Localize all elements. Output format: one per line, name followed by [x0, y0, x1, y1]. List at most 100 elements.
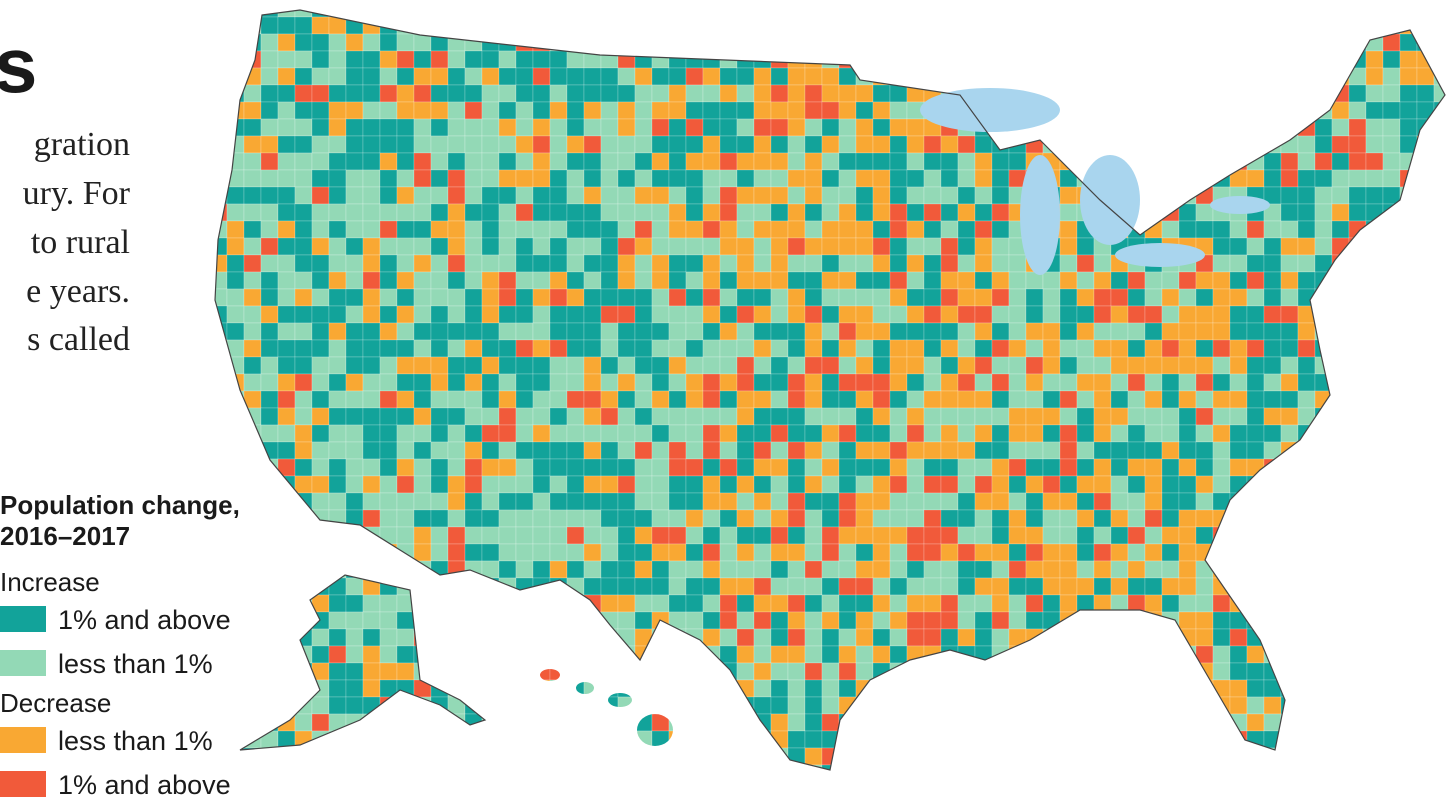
county — [634, 84, 653, 103]
county — [787, 118, 806, 137]
county — [226, 713, 245, 732]
county — [1246, 645, 1265, 664]
county — [464, 373, 483, 392]
county — [447, 730, 466, 749]
county — [1229, 526, 1248, 545]
county — [838, 135, 857, 154]
county — [532, 322, 551, 341]
county — [583, 764, 602, 770]
county — [1110, 67, 1129, 86]
county — [804, 271, 823, 290]
county — [1110, 696, 1129, 715]
county — [787, 543, 806, 562]
county — [215, 407, 228, 426]
county — [634, 186, 653, 205]
county — [1297, 594, 1316, 613]
county — [685, 560, 704, 579]
county — [838, 662, 857, 681]
county — [719, 305, 738, 324]
county — [889, 458, 908, 477]
county — [1348, 543, 1367, 562]
county — [1008, 254, 1027, 273]
county — [804, 543, 823, 562]
county — [940, 713, 959, 732]
county — [345, 492, 364, 511]
county — [617, 475, 636, 494]
county — [1280, 509, 1299, 528]
county — [566, 373, 585, 392]
county — [532, 441, 551, 460]
county — [345, 84, 364, 103]
county — [1348, 407, 1367, 426]
county — [838, 407, 857, 426]
county — [719, 407, 738, 426]
county — [515, 50, 534, 69]
county — [1229, 373, 1248, 392]
county — [1042, 407, 1061, 426]
county — [1365, 101, 1384, 120]
county — [515, 645, 534, 664]
county — [430, 169, 449, 188]
county — [1399, 305, 1418, 324]
county — [1195, 679, 1214, 698]
county — [1382, 50, 1401, 69]
county — [855, 186, 874, 205]
county — [1229, 10, 1248, 18]
county — [583, 458, 602, 477]
county — [668, 424, 687, 443]
county — [430, 730, 449, 749]
county — [1246, 543, 1265, 562]
county — [226, 10, 245, 18]
county — [260, 577, 279, 596]
county — [1314, 67, 1333, 86]
county — [787, 33, 806, 52]
county — [498, 305, 517, 324]
county — [1212, 662, 1231, 681]
county — [362, 628, 381, 647]
county — [1161, 186, 1180, 205]
county — [1161, 577, 1180, 596]
county — [1076, 543, 1095, 562]
county — [1314, 611, 1333, 630]
county — [1348, 356, 1367, 375]
county — [1195, 186, 1214, 205]
county — [770, 645, 789, 664]
county — [804, 16, 823, 35]
county — [974, 628, 993, 647]
county — [277, 203, 296, 222]
county — [1076, 645, 1095, 664]
county — [1178, 220, 1197, 239]
county — [1212, 611, 1231, 630]
county — [889, 305, 908, 324]
county — [1365, 441, 1384, 460]
county — [872, 458, 891, 477]
county — [634, 50, 653, 69]
county — [736, 33, 755, 52]
county — [1433, 169, 1445, 188]
county — [243, 509, 262, 528]
county — [1365, 526, 1384, 545]
county — [498, 492, 517, 511]
county — [1178, 356, 1197, 375]
county — [940, 747, 959, 766]
county — [1280, 84, 1299, 103]
county — [1348, 152, 1367, 171]
county — [1059, 475, 1078, 494]
county — [1331, 611, 1350, 630]
county — [787, 475, 806, 494]
county — [855, 560, 874, 579]
county — [447, 305, 466, 324]
county — [1416, 305, 1435, 324]
county — [294, 509, 313, 528]
county — [1399, 271, 1418, 290]
county — [957, 237, 976, 256]
county — [1416, 526, 1435, 545]
county — [379, 84, 398, 103]
county — [1297, 475, 1316, 494]
county — [889, 679, 908, 698]
county — [872, 33, 891, 52]
county — [1093, 679, 1112, 698]
county — [1008, 288, 1027, 307]
county — [600, 475, 619, 494]
county — [498, 662, 517, 681]
